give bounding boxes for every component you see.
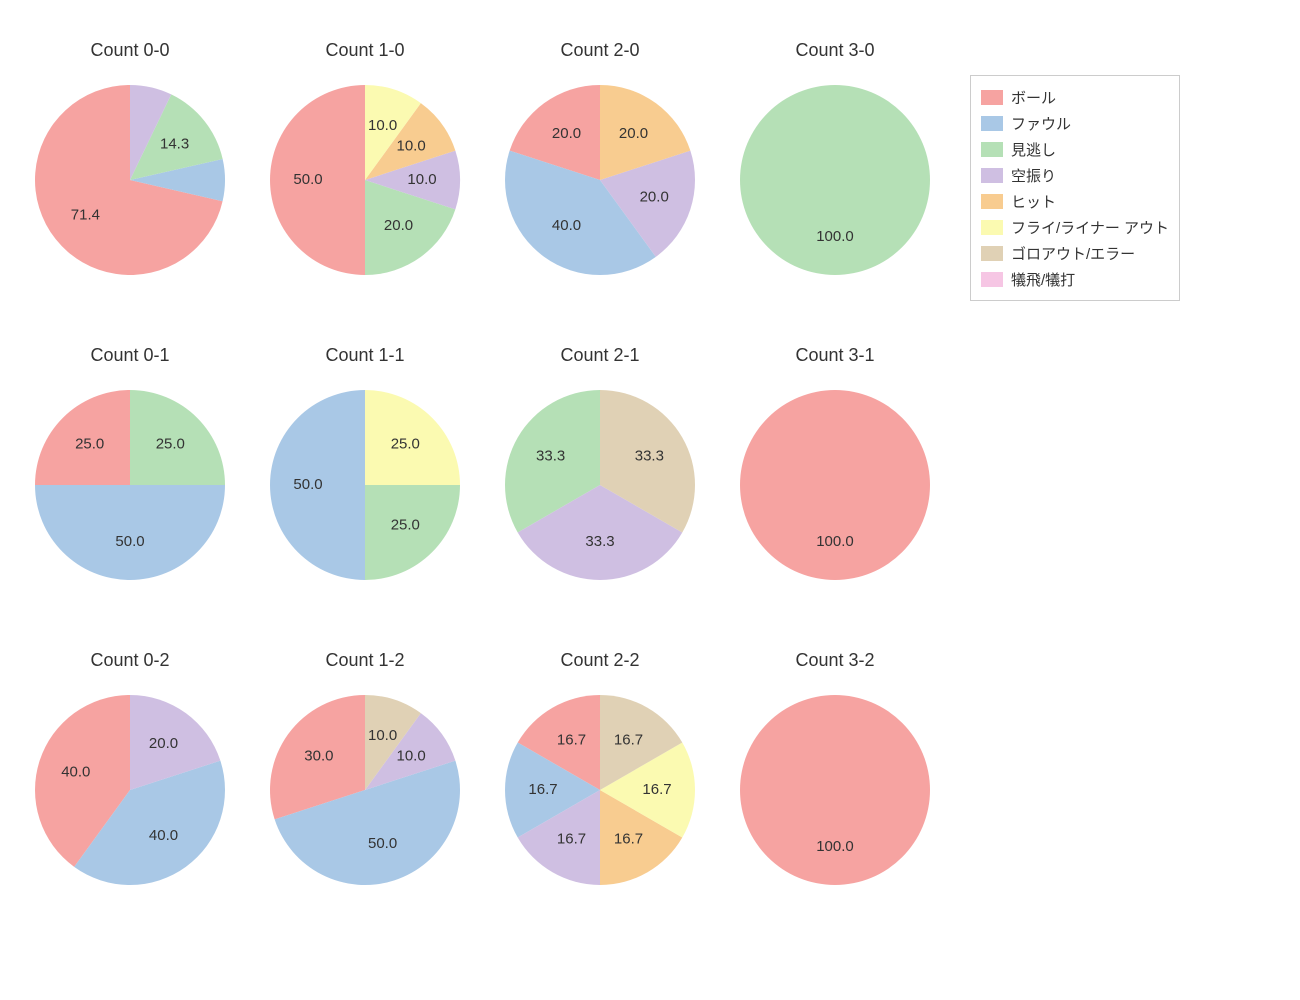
- pie-slice-label: 100.0: [816, 838, 854, 855]
- pie-slice-label: 25.0: [391, 516, 420, 533]
- pie-slice-label: 50.0: [115, 533, 144, 550]
- chart-title: Count 3-2: [735, 650, 935, 671]
- pie-chart: 33.3 33.3 33.3: [503, 388, 697, 582]
- pie-chart: 40.0 40.0 20.0: [33, 693, 227, 887]
- pie-slice-label: 33.3: [635, 447, 664, 464]
- figure-stage: Count 0-071.414.3Count 1-050.020.010.010…: [0, 0, 1300, 1000]
- chart-title: Count 1-2: [265, 650, 465, 671]
- pie-slice-label: 71.4: [71, 206, 100, 223]
- pie-slice-label: 10.0: [397, 137, 426, 154]
- pie-slice-label: 16.7: [557, 732, 586, 749]
- pie-slice-label: 33.3: [585, 533, 614, 550]
- pie-chart: 16.7 16.7 16.7 16.7 16.7 16.7: [503, 693, 697, 887]
- pie-slice-label: 25.0: [156, 436, 185, 453]
- pie-slice-label: 10.0: [397, 747, 426, 764]
- pie-slice-label: 20.0: [384, 217, 413, 234]
- pie-slice-label: 100.0: [816, 228, 854, 245]
- chart-title: Count 2-1: [500, 345, 700, 366]
- chart-title: Count 3-1: [735, 345, 935, 366]
- legend-item: 見逃し: [981, 136, 1169, 162]
- pie-slice-label: 10.0: [407, 171, 436, 188]
- pie-slice-label: 100.0: [816, 533, 854, 550]
- pie-slice: [740, 85, 930, 275]
- legend-swatch: [981, 246, 1003, 261]
- legend-label: ゴロアウト/エラー: [1011, 243, 1135, 264]
- chart-title: Count 0-2: [30, 650, 230, 671]
- pie-chart: 25.0 50.0 25.0: [33, 388, 227, 582]
- pie-slice-label: 20.0: [149, 735, 178, 752]
- chart-title: Count 2-2: [500, 650, 700, 671]
- pie-slice-label: 10.0: [368, 117, 397, 134]
- legend-item: ファウル: [981, 110, 1169, 136]
- pie-slice: [740, 390, 930, 580]
- legend-label: ファウル: [1011, 113, 1071, 134]
- pie-slice-label: 25.0: [391, 436, 420, 453]
- pie-slice-label: 25.0: [75, 436, 104, 453]
- pie-chart: 50.020.010.010.010.0: [268, 83, 462, 277]
- pie-chart: 30.0 50.0 10.010.0: [268, 693, 462, 887]
- pie-slice-label: 40.0: [552, 217, 581, 234]
- pie-slice-label: 50.0: [293, 171, 322, 188]
- pie-slice-label: 16.7: [614, 830, 643, 847]
- legend: ボールファウル見逃し空振りヒットフライ/ライナー アウトゴロアウト/エラー犠飛/…: [970, 75, 1180, 301]
- pie-slice-label: 50.0: [293, 476, 322, 493]
- legend-item: フライ/ライナー アウト: [981, 214, 1169, 240]
- legend-label: 犠飛/犠打: [1011, 269, 1075, 290]
- chart-title: Count 0-1: [30, 345, 230, 366]
- legend-item: 空振り: [981, 162, 1169, 188]
- pie-slice-label: 30.0: [304, 747, 333, 764]
- legend-label: ボール: [1011, 87, 1056, 108]
- pie-slice-label: 50.0: [368, 835, 397, 852]
- pie-slice-label: 16.7: [642, 781, 671, 798]
- legend-label: フライ/ライナー アウト: [1011, 217, 1169, 238]
- pie-slice-label: 33.3: [536, 447, 565, 464]
- pie-slice-label: 14.3: [160, 135, 189, 152]
- pie-chart: 50.0 25.0 25.0: [268, 388, 462, 582]
- pie-slice-label: 40.0: [61, 763, 90, 780]
- pie-slice-label: 16.7: [557, 830, 586, 847]
- legend-swatch: [981, 168, 1003, 183]
- legend-swatch: [981, 90, 1003, 105]
- legend-swatch: [981, 116, 1003, 131]
- legend-swatch: [981, 194, 1003, 209]
- legend-swatch: [981, 272, 1003, 287]
- chart-title: Count 1-0: [265, 40, 465, 61]
- chart-title: Count 2-0: [500, 40, 700, 61]
- pie-chart: 100.0: [738, 83, 932, 277]
- legend-item: 犠飛/犠打: [981, 266, 1169, 292]
- legend-item: ヒット: [981, 188, 1169, 214]
- pie-chart: 20.0 40.0 20.0 20.0: [503, 83, 697, 277]
- legend-label: 空振り: [1011, 165, 1056, 186]
- pie-slice-label: 16.7: [614, 732, 643, 749]
- legend-label: 見逃し: [1011, 139, 1056, 160]
- pie-slice-label: 40.0: [149, 827, 178, 844]
- pie-slice-label: 20.0: [640, 189, 669, 206]
- pie-slice-label: 20.0: [619, 125, 648, 142]
- legend-item: ボール: [981, 84, 1169, 110]
- pie-slice-label: 20.0: [552, 125, 581, 142]
- pie-chart: 100.0: [738, 388, 932, 582]
- pie-slice-label: 10.0: [368, 727, 397, 744]
- pie-slice-label: 16.7: [528, 781, 557, 798]
- pie-chart: 100.0: [738, 693, 932, 887]
- legend-label: ヒット: [1011, 191, 1056, 212]
- chart-title: Count 1-1: [265, 345, 465, 366]
- chart-title: Count 3-0: [735, 40, 935, 61]
- legend-item: ゴロアウト/エラー: [981, 240, 1169, 266]
- pie-slice: [740, 695, 930, 885]
- chart-title: Count 0-0: [30, 40, 230, 61]
- pie-chart: 71.4 14.3: [33, 83, 227, 277]
- legend-swatch: [981, 220, 1003, 235]
- legend-swatch: [981, 142, 1003, 157]
